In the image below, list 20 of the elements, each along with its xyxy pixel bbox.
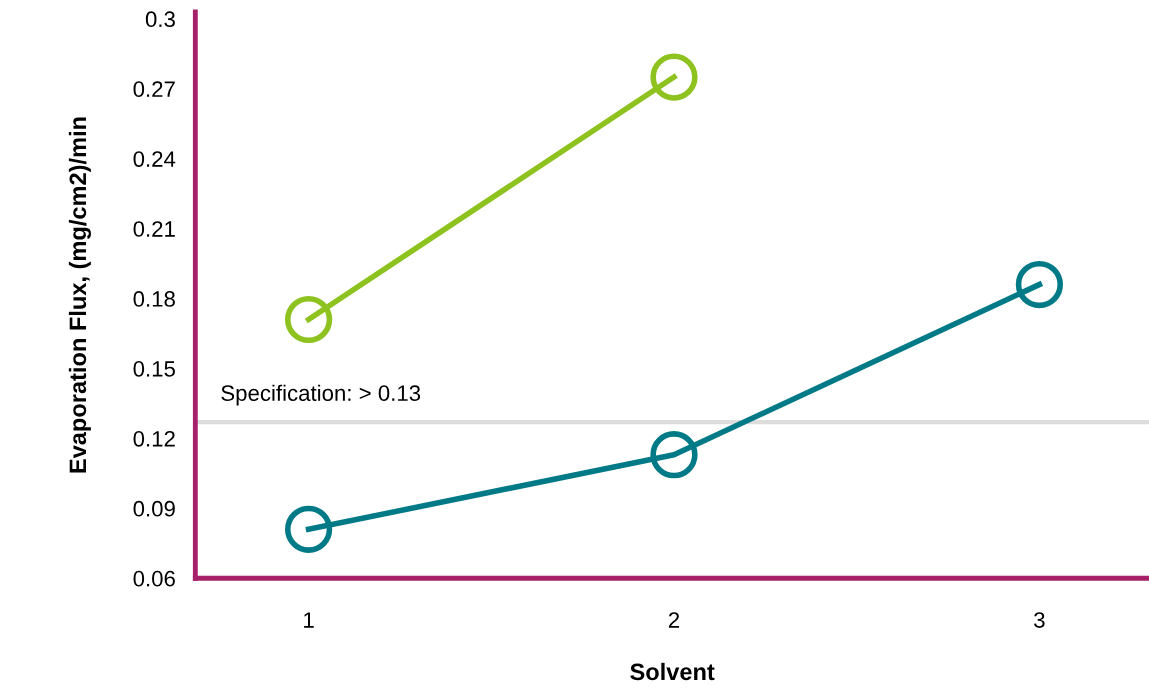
- y-tick-label: 0.12: [133, 430, 175, 447]
- x-tick-label: 3: [1034, 612, 1045, 628]
- y-tick-label: 0.3: [145, 11, 175, 28]
- y-axis-title: Evaporation Flux, (mg/cm2)/min: [68, 117, 91, 473]
- y-tick-label: 0.06: [133, 570, 175, 587]
- point: [284, 295, 333, 344]
- x-tick-label: 1: [304, 612, 314, 628]
- x-axis-title: Solvent: [630, 662, 715, 681]
- point: [650, 53, 698, 101]
- y-tick-label: 0.18: [133, 291, 175, 307]
- point: [284, 505, 333, 553]
- ref-line-label: Specification: > 0.13: [221, 384, 421, 406]
- x-tick-label: 2: [668, 612, 680, 628]
- point: [650, 431, 698, 479]
- y-tick-label: 0.09: [133, 500, 175, 517]
- y-tick-label: 0.21: [133, 221, 175, 237]
- point: [1015, 260, 1063, 309]
- y-tick-label: 0.27: [133, 81, 175, 98]
- y-tick-label: 0.15: [133, 360, 175, 377]
- y-tick-label: 0.24: [133, 151, 176, 167]
